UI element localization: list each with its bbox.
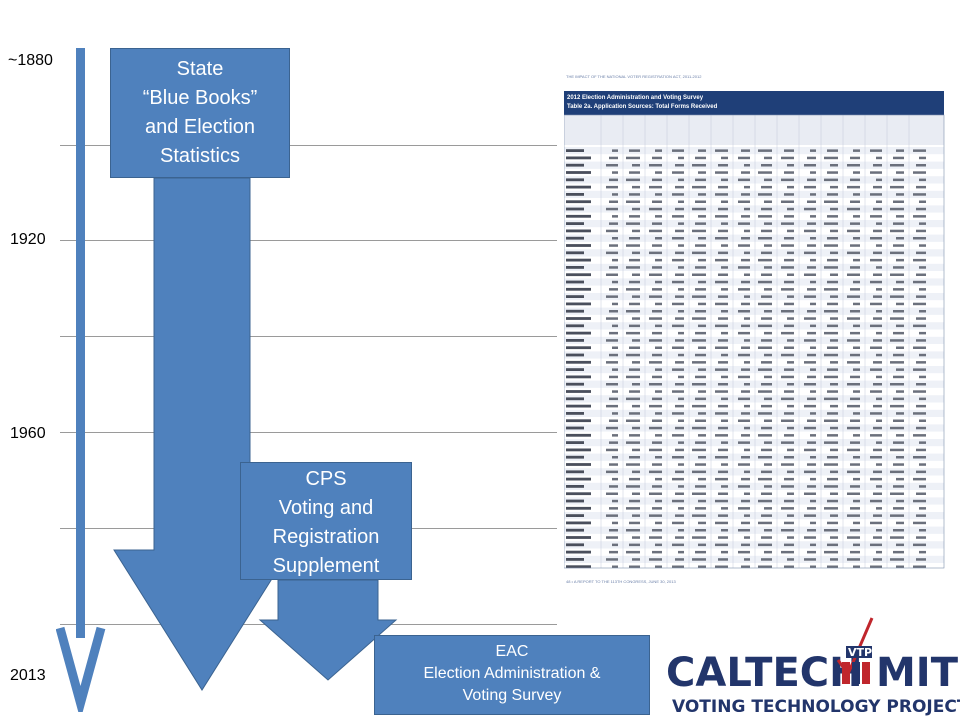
year-label-1960: 1960 [10, 425, 46, 442]
state-line-1: State [176, 58, 224, 80]
cps-line-3: Registration [272, 526, 380, 548]
table-header-text: THE IMPACT OF THE NATIONAL VOTER REGISTR… [566, 74, 702, 79]
eavs-table-image: THE IMPACT OF THE NATIONAL VOTER REGISTR… [564, 71, 948, 587]
cps-line-4: Supplement [272, 555, 380, 577]
year-label-1880: ~1880 [8, 52, 53, 69]
timeline-arrow [56, 48, 106, 712]
eac-line-3: Voting Survey [462, 687, 562, 704]
state-blue-books-box: State “Blue Books” and Election Statisti… [110, 48, 290, 178]
logo-subtitle: VOTING TECHNOLOGY PROJECT [672, 697, 960, 717]
cps-span-arrow [258, 580, 398, 681]
state-line-2: “Blue Books” [142, 87, 258, 109]
logo-caltech: CALTECH [666, 650, 863, 696]
eac-survey-box: EAC Election Administration & Voting Sur… [374, 635, 650, 715]
eac-line-1: EAC [495, 643, 529, 660]
gridline [60, 432, 557, 433]
state-line-3: and Election [144, 116, 256, 138]
year-label-1920: 1920 [10, 231, 46, 248]
logo-vtp: VTP [848, 646, 872, 659]
table-title-2: Table 2a. Application Sources: Total For… [567, 104, 718, 110]
gridline [60, 240, 557, 241]
gridline [60, 145, 557, 146]
logo-mit: MIT [876, 650, 959, 696]
vtp-checkmark-icon: VTP [836, 617, 874, 684]
gridline [60, 336, 557, 337]
cps-supplement-box: CPS Voting and Registration Supplement [240, 462, 412, 580]
table-title-1: 2012 Election Administration and Voting … [567, 95, 704, 101]
state-line-4: Statistics [159, 145, 241, 167]
cps-line-1: CPS [305, 468, 347, 490]
year-label-2013: 2013 [10, 667, 46, 684]
eac-line-2: Election Administration & [423, 665, 601, 682]
cps-line-2: Voting and [278, 497, 374, 519]
table-footer-text: 48 • A REPORT TO THE 113TH CONGRESS, JUN… [566, 579, 676, 584]
caltech-mit-vtp-logo: CALTECH VTP MIT VOTING TECHNOLOGY PROJEC… [666, 617, 960, 717]
